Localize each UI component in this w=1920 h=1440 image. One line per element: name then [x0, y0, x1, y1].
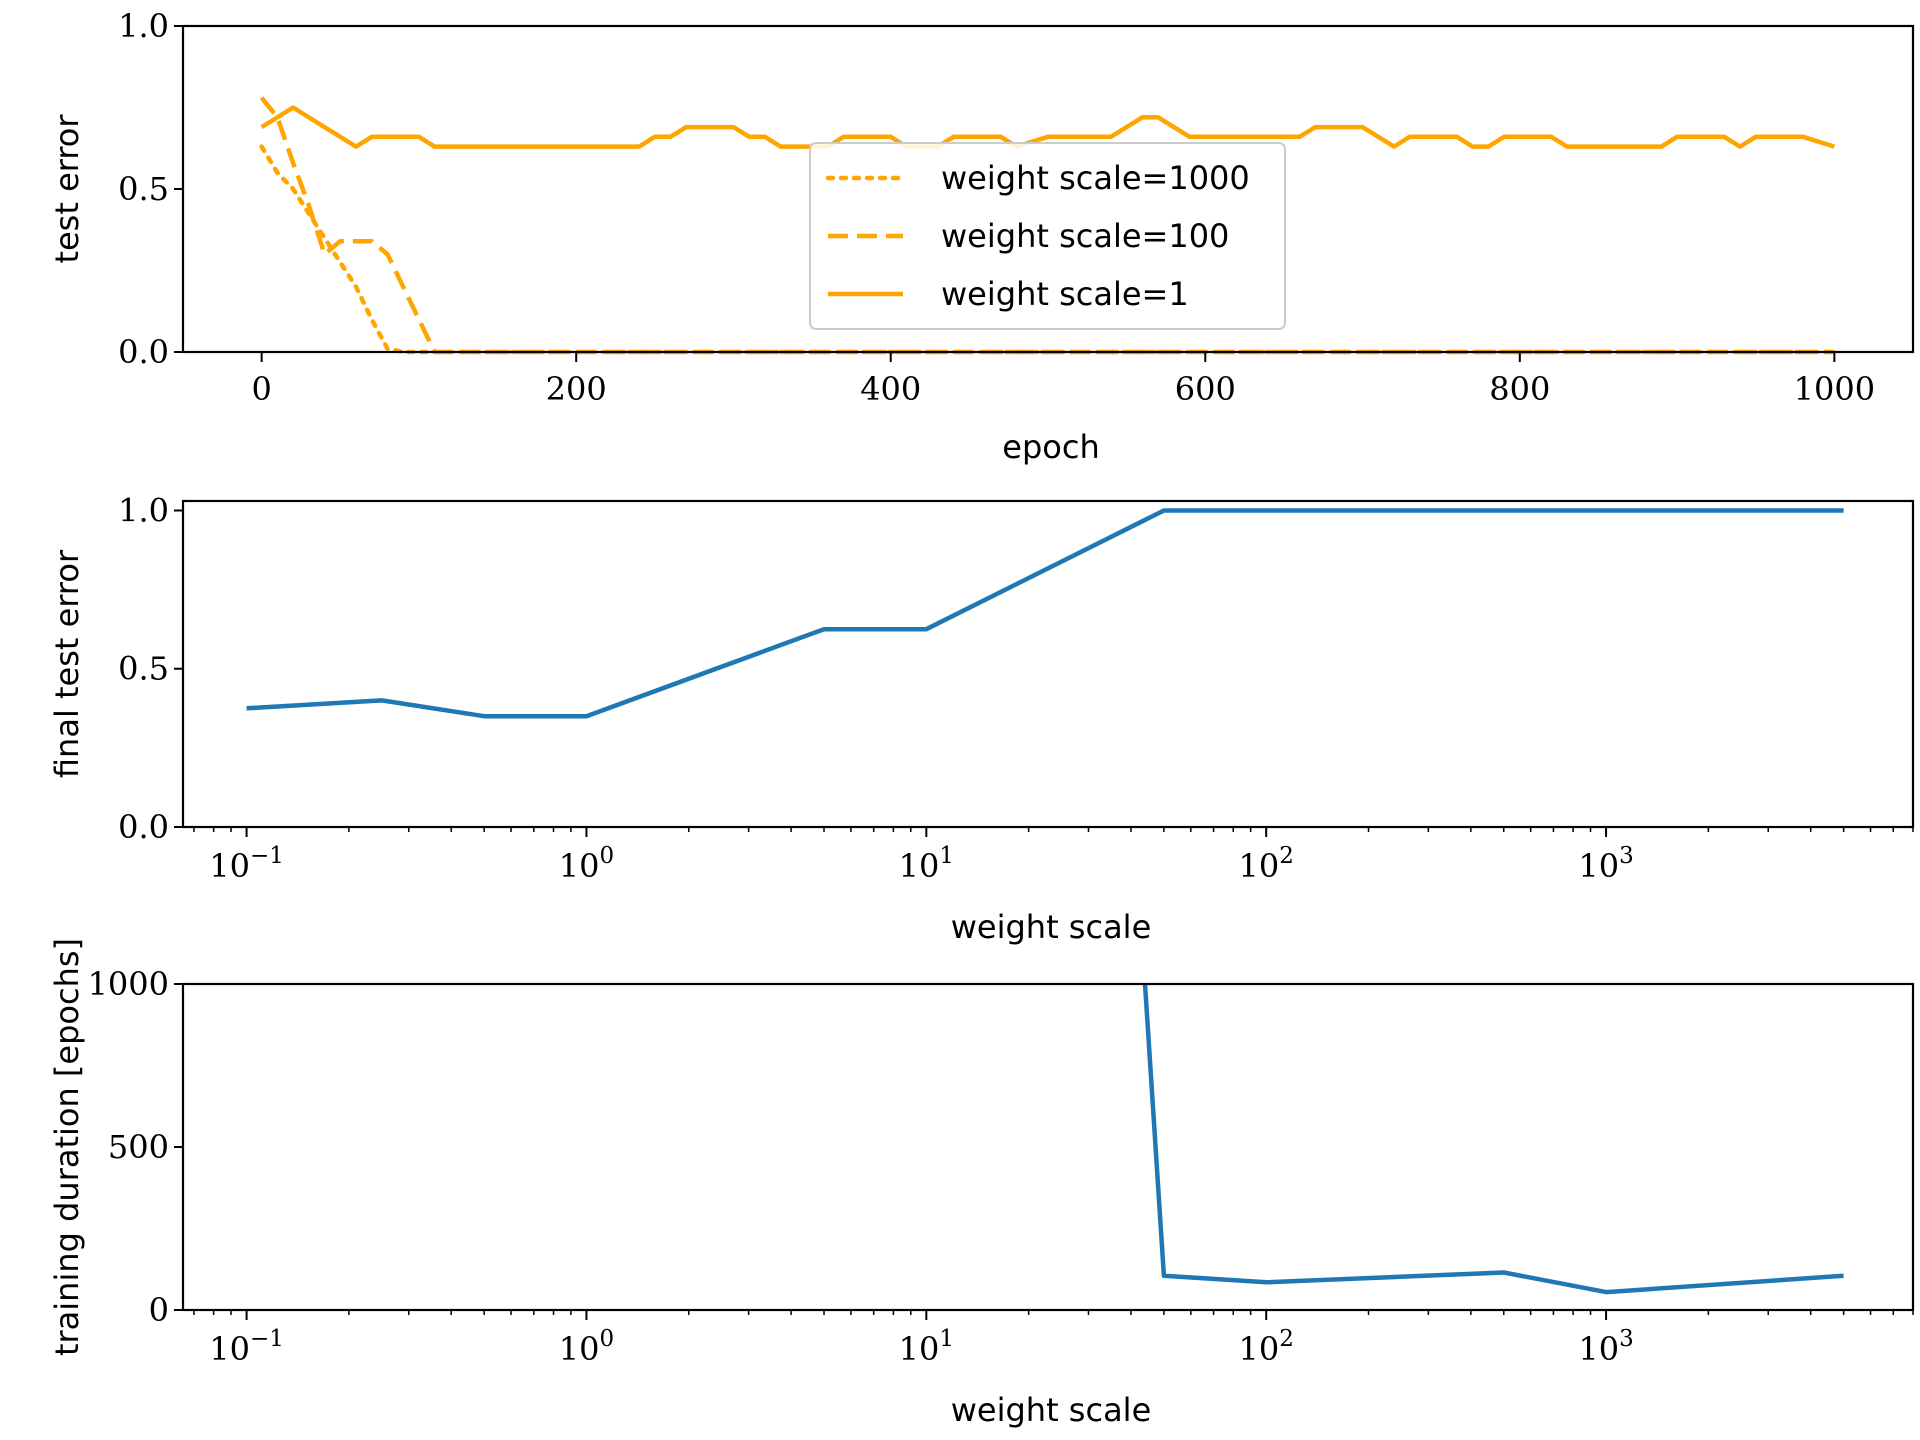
x-tick-exponent: 3: [1619, 843, 1634, 869]
x-tick-exponent: 0: [599, 1326, 614, 1352]
x-tick-base: 10: [1578, 847, 1619, 885]
x-tick-label: 103: [1578, 1326, 1633, 1368]
x-tick-base: 10: [559, 1330, 600, 1368]
plot-frame: [181, 982, 1915, 1312]
x-tick-base: 10: [1239, 847, 1280, 885]
legend-label-1: weight scale=100: [941, 217, 1229, 255]
y-tick-label: 0: [149, 1291, 169, 1329]
x-tick-label: 0: [251, 370, 271, 408]
y-tick-label: 0.0: [118, 333, 169, 371]
x-tick-exponent: 0: [599, 843, 614, 869]
legend-label-0: weight scale=1000: [941, 159, 1250, 197]
x-tick-label: 101: [899, 1326, 954, 1368]
y-tick-label: 500: [108, 1128, 169, 1166]
series-line-0: [246, 508, 1844, 719]
x-tick-label: 1000: [1794, 370, 1875, 408]
y-axis-title: training duration [epochs]: [48, 938, 86, 1356]
y-tick-label: 0.5: [118, 650, 169, 688]
series-line-2: [260, 105, 1836, 149]
x-tick-label: 800: [1489, 370, 1550, 408]
x-tick-label: 10−1: [209, 1326, 284, 1368]
x-tick-base: 10: [1239, 1330, 1280, 1368]
x-axis-title: epoch: [1002, 428, 1099, 466]
x-axis-title: weight scale: [951, 1391, 1152, 1429]
x-tick-label: 103: [1578, 843, 1633, 885]
plot-frame: [181, 499, 1915, 829]
x-tick-exponent: 1: [939, 843, 954, 869]
series-line-0: [1142, 983, 1844, 1295]
x-tick-exponent: 1: [939, 1326, 954, 1352]
x-tick-base: 10: [899, 1330, 940, 1368]
x-tick-base: 10: [209, 847, 250, 885]
x-tick-label: 102: [1239, 843, 1294, 885]
x-tick-label: 100: [559, 1326, 614, 1368]
x-tick-exponent: −1: [250, 843, 284, 869]
y-axis-title: final test error: [48, 549, 86, 778]
x-tick-label: 400: [860, 370, 921, 408]
x-tick-base: 10: [899, 847, 940, 885]
x-axis-title: weight scale: [951, 908, 1152, 946]
x-tick-label: 200: [546, 370, 607, 408]
x-tick-label: 102: [1239, 1326, 1294, 1368]
x-tick-label: 100: [559, 843, 614, 885]
y-tick-label: 1.0: [118, 491, 169, 529]
x-tick-base: 10: [559, 847, 600, 885]
y-tick-label: 0.5: [118, 170, 169, 208]
y-tick-label: 1000: [88, 965, 169, 1003]
y-tick-label: 1.0: [118, 7, 169, 45]
x-tick-exponent: 3: [1619, 1326, 1634, 1352]
x-tick-label: 10−1: [209, 843, 284, 885]
legend: weight scale=1000 weight scale=100 weight …: [809, 142, 1286, 330]
x-tick-exponent: 2: [1279, 1326, 1294, 1352]
series-line-1: [259, 96, 1835, 355]
x-tick-base: 10: [209, 1330, 250, 1368]
x-tick-label: 101: [899, 843, 954, 885]
legend-label-2: weight scale=1: [941, 275, 1189, 313]
x-tick-label: 600: [1175, 370, 1236, 408]
legend-box: [809, 142, 1286, 330]
test-error-vs-epoch-plot: 0.0 0.5 1.0 0 200 400 600 800 1000 epoch test erro…: [48, 7, 1915, 466]
x-tick-exponent: −1: [250, 1326, 284, 1352]
y-tick-label: 0.0: [118, 808, 169, 846]
y-axis-title: test error: [48, 114, 86, 264]
x-tick-base: 10: [1578, 1330, 1619, 1368]
x-tick-exponent: 2: [1279, 843, 1294, 869]
